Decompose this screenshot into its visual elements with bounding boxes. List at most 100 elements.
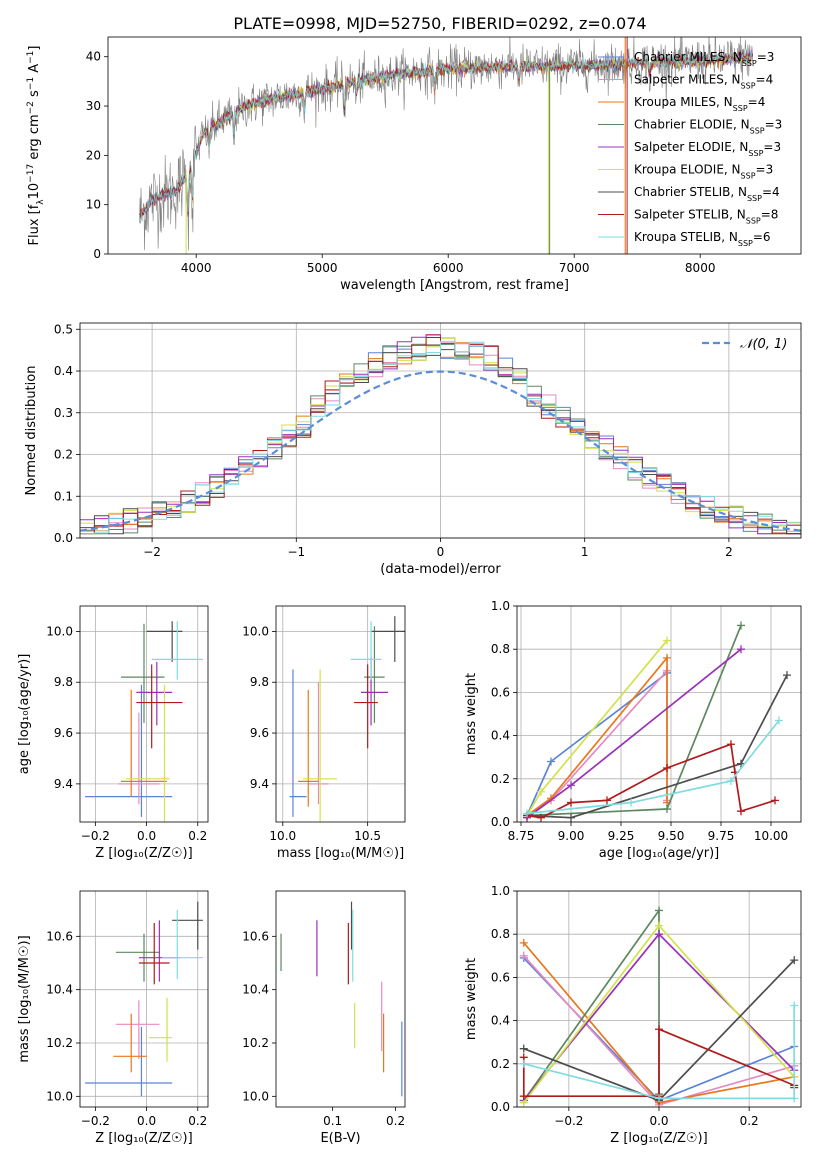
weight-marker-3: [737, 621, 745, 630]
x-tick-label: 0.2: [188, 829, 207, 843]
weight-marker-5: [537, 787, 545, 796]
plot-area-age_vs_Z: [85, 621, 203, 822]
legend-label-7: Salpeter STELIB, NSSP=8: [634, 208, 778, 226]
weight-marker-7: [737, 807, 745, 816]
weight-marker-8: [790, 1094, 799, 1103]
weight-marker-8: [655, 1094, 663, 1103]
y-tick-label: 1.0: [491, 599, 510, 613]
x-tick-label: 8.75: [508, 829, 535, 843]
weight-line-6: [526, 674, 788, 819]
plot-area-mass_vs_ebv: [280, 901, 403, 1097]
legend-label-0: Chabrier MILES, NSSP=3: [634, 50, 774, 68]
axes-frame: [79, 890, 209, 1108]
x-tick-label: 0.0: [649, 1114, 668, 1128]
x-tick-label: 9.75: [708, 829, 735, 843]
x-tick-label: 2: [725, 545, 733, 559]
y-tick-label: 0.4: [491, 729, 510, 743]
spectrum-legend: Chabrier MILES, NSSP=3 Salpeter MILES, NS…: [598, 50, 782, 248]
y-axis-label: mass weight: [464, 958, 479, 1040]
x-tick-label: 9.00: [558, 829, 585, 843]
y-tick-label: 10.6: [46, 929, 73, 943]
weight-line-8: [526, 719, 780, 815]
plot-area-spectrum: [139, 37, 754, 254]
weight-marker-8: [523, 809, 531, 818]
y-tick-label: 10.4: [242, 983, 269, 997]
y-tick-label: 0: [93, 247, 101, 261]
weight-marker-7: [603, 796, 611, 805]
weight-line-5: [526, 640, 668, 816]
y-tick-label: 10.0: [242, 624, 269, 638]
x-tick-label: 10.0: [269, 829, 296, 843]
weight-marker-7: [537, 813, 545, 822]
weight-marker-7: [771, 796, 779, 805]
y-tick-label: 1.0: [491, 884, 510, 898]
weight-marker-6: [783, 671, 791, 680]
y-tick-label: 10.4: [46, 983, 73, 997]
x-tick-label: 6000: [433, 261, 464, 275]
x-tick-label: 9.25: [608, 829, 635, 843]
x-tick-label: 5000: [307, 261, 338, 275]
spectrum-model-line-8: [139, 50, 753, 222]
weight-line-8: [523, 1005, 796, 1100]
weight-marker-3: [655, 906, 663, 915]
x-tick-label: 10.00: [754, 829, 788, 843]
weight-marker-4: [655, 930, 663, 939]
y-tick-label: 0.6: [491, 685, 510, 699]
x-axis-label: mass [log₁₀(M/M☉)]: [277, 846, 404, 861]
x-tick-label: 0.2: [740, 1114, 759, 1128]
y-tick-label: 9.8: [250, 675, 269, 689]
y-axis-label: mass weight: [464, 673, 479, 755]
y-tick-label: 10.2: [242, 1036, 269, 1050]
plot-area-mass_vs_Z: [85, 901, 203, 1097]
axes-frame: [79, 605, 209, 823]
x-axis-label: Z [log₁₀(Z/Z☉)]: [95, 846, 192, 861]
panel-residual_hist: −2 −1 0 1 2 0.0 0.1 0.2 0.3 0.4 0.5 (data-model)/er…: [24, 322, 802, 577]
x-axis-label: (data-model)/error: [380, 562, 501, 577]
x-tick-label: 8000: [685, 261, 716, 275]
weight-line-3: [526, 625, 742, 817]
weight-marker-7: [663, 764, 671, 772]
weight-marker-8: [775, 716, 783, 725]
weight-marker-7: [567, 798, 575, 807]
y-tick-label: 10.6: [242, 929, 269, 943]
x-axis-label: age [log₁₀(age/yr)]: [599, 846, 720, 861]
x-tick-label: 7000: [559, 261, 590, 275]
panel-spectrum: 4000 5000 6000 7000 8000 0 10 20 30 40 wavelength …: [26, 36, 802, 293]
legend-label-6: Chabrier STELIB, NSSP=4: [634, 185, 780, 203]
weight-marker-8: [627, 798, 635, 807]
y-axis-label: age [log₁₀(age/yr)]: [17, 654, 32, 775]
weight-marker-5: [655, 921, 663, 930]
x-tick-label: −1: [287, 545, 305, 559]
y-tick-label: 9.4: [250, 777, 269, 791]
x-axis-label: E(B-V): [320, 1131, 360, 1146]
x-tick-label: 0.0: [137, 829, 156, 843]
axes-frame: [107, 36, 802, 255]
y-tick-label: 0.2: [491, 772, 510, 786]
y-axis-label: Flux [fλ10−17 erg cm−2 s−1 A−1]: [26, 46, 46, 246]
y-tick-label: 0.1: [54, 489, 73, 503]
gauss-legend-label: 𝒩(0, 1): [740, 337, 787, 352]
y-tick-label: 0.6: [491, 970, 510, 984]
x-tick-label: 0.1: [323, 1114, 342, 1128]
panel-age_vs_mass: 10.0 10.5 9.4 9.6 9.8 10.0 mass [log₁₀(M/M☉)]: [242, 605, 406, 861]
weight-marker-2: [519, 938, 528, 947]
y-tick-label: 10: [86, 198, 101, 212]
x-tick-label: −0.2: [81, 829, 110, 843]
x-tick-label: 10.5: [354, 829, 381, 843]
y-tick-label: 10.0: [46, 624, 73, 638]
weight-line-1: [526, 668, 668, 819]
panel-mass_vs_ebv: 0.1 0.2 10.0 10.2 10.4 10.6 E(B-V): [242, 890, 406, 1146]
axes-frame: [79, 322, 802, 539]
weight-line-2: [526, 655, 668, 817]
x-axis-label: Z [log₁₀(Z/Z☉)]: [610, 1131, 707, 1146]
y-tick-label: 0.4: [491, 1014, 510, 1028]
y-tick-label: 0.3: [54, 406, 73, 420]
x-axis-label: wavelength [Angstrom, rest frame]: [340, 278, 569, 293]
histogram-step-3: [80, 343, 801, 535]
weight-marker-7: [519, 1092, 528, 1101]
weight-marker-0: [547, 757, 555, 766]
panel-mass_vs_Z: −0.2 0.0 0.2 10.0 10.2 10.4 10.6 Z [log₁₀(Z/Z☉)…: [17, 890, 209, 1146]
legend-label-5: Kroupa ELODIE, NSSP=3: [634, 163, 773, 181]
y-tick-label: 0.5: [54, 322, 73, 336]
